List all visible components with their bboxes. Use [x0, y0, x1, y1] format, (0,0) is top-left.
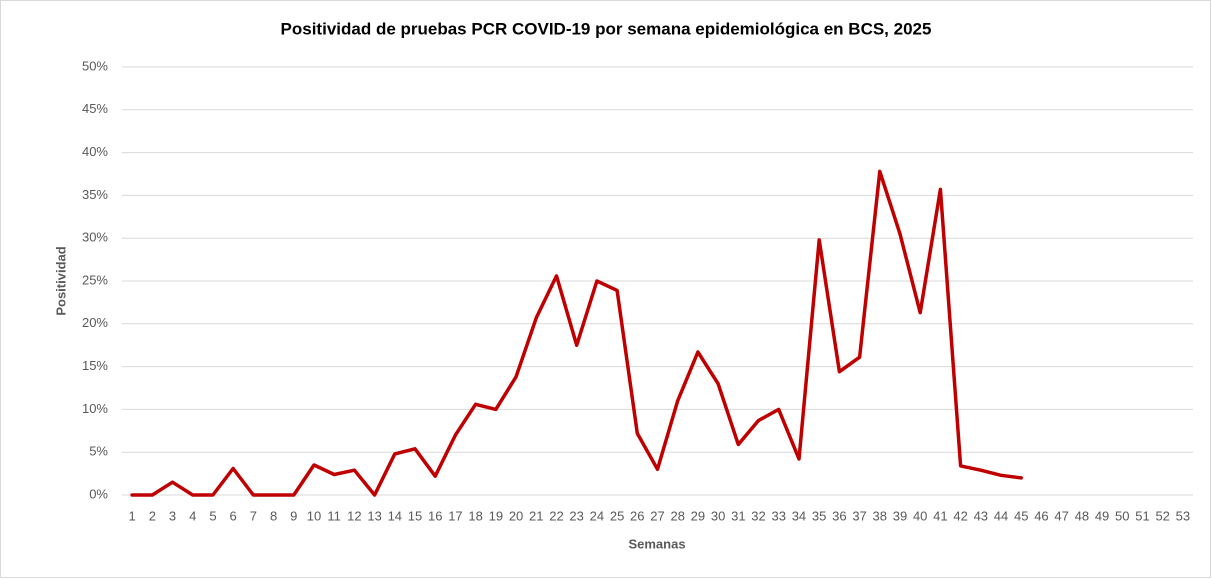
- x-tick-label: 33: [772, 508, 786, 523]
- x-tick-label: 7: [250, 508, 257, 523]
- x-tick-label: 19: [489, 508, 503, 523]
- x-tick-label: 44: [994, 508, 1008, 523]
- x-tick-label: 25: [610, 508, 624, 523]
- x-tick-label: 6: [230, 508, 237, 523]
- x-tick-label: 42: [953, 508, 967, 523]
- y-tick-label: 0%: [89, 486, 108, 501]
- y-tick-label: 10%: [82, 401, 108, 416]
- y-tick-label: 45%: [82, 101, 108, 116]
- x-tick-label: 8: [270, 508, 277, 523]
- y-tick-label: 40%: [82, 144, 108, 159]
- x-axis-title: Semanas: [628, 536, 685, 551]
- x-tick-label: 24: [590, 508, 604, 523]
- x-tick-label: 50: [1115, 508, 1129, 523]
- x-tick-label: 53: [1176, 508, 1190, 523]
- x-tick-label: 30: [711, 508, 725, 523]
- chart-title: Positividad de pruebas PCR COVID-19 por …: [281, 19, 932, 38]
- x-tick-label: 14: [388, 508, 402, 523]
- y-tick-label: 35%: [82, 187, 108, 202]
- x-tick-label: 20: [509, 508, 523, 523]
- x-tick-label: 1: [128, 508, 135, 523]
- x-tick-label: 36: [832, 508, 846, 523]
- y-tick-label: 25%: [82, 272, 108, 287]
- x-tick-label: 49: [1095, 508, 1109, 523]
- x-tick-label: 40: [913, 508, 927, 523]
- y-tick-label: 15%: [82, 358, 108, 373]
- x-tick-label: 17: [448, 508, 462, 523]
- x-tick-label: 11: [327, 508, 341, 523]
- x-tick-label: 13: [367, 508, 381, 523]
- x-tick-label: 41: [933, 508, 947, 523]
- y-tick-label: 20%: [82, 315, 108, 330]
- x-tick-label: 26: [630, 508, 644, 523]
- y-axis-title: Positividad: [53, 246, 68, 315]
- x-tick-label: 21: [529, 508, 543, 523]
- x-tick-label: 3: [169, 508, 176, 523]
- x-tick-label: 12: [347, 508, 361, 523]
- x-tick-label: 5: [209, 508, 216, 523]
- x-tick-label: 45: [1014, 508, 1028, 523]
- x-tick-label: 31: [731, 508, 745, 523]
- x-tick-label: 51: [1135, 508, 1149, 523]
- x-tick-label: 52: [1155, 508, 1169, 523]
- x-tick-label: 34: [792, 508, 806, 523]
- x-tick-label: 27: [650, 508, 664, 523]
- y-tick-label: 50%: [82, 58, 108, 73]
- x-tick-label: 15: [408, 508, 422, 523]
- x-tick-label: 10: [307, 508, 321, 523]
- y-tick-label: 5%: [89, 444, 108, 459]
- y-tick-label: 30%: [82, 230, 108, 245]
- x-tick-label: 28: [670, 508, 684, 523]
- data-line: [130, 169, 1023, 497]
- x-tick-label: 43: [974, 508, 988, 523]
- x-tick-label: 22: [549, 508, 563, 523]
- x-tick-label: 18: [468, 508, 482, 523]
- x-tick-label: 2: [149, 508, 156, 523]
- x-tick-label: 47: [1054, 508, 1068, 523]
- x-tick-label: 48: [1075, 508, 1089, 523]
- x-tick-label: 16: [428, 508, 442, 523]
- x-tick-label: 29: [691, 508, 705, 523]
- x-tick-label: 46: [1034, 508, 1048, 523]
- x-tick-label: 23: [569, 508, 583, 523]
- x-tick-label: 38: [873, 508, 887, 523]
- x-tick-label: 4: [189, 508, 196, 523]
- x-tick-label: 9: [290, 508, 297, 523]
- x-tick-label: 32: [751, 508, 765, 523]
- x-tick-label: 39: [893, 508, 907, 523]
- x-tick-label: 37: [852, 508, 866, 523]
- x-tick-label: 35: [812, 508, 826, 523]
